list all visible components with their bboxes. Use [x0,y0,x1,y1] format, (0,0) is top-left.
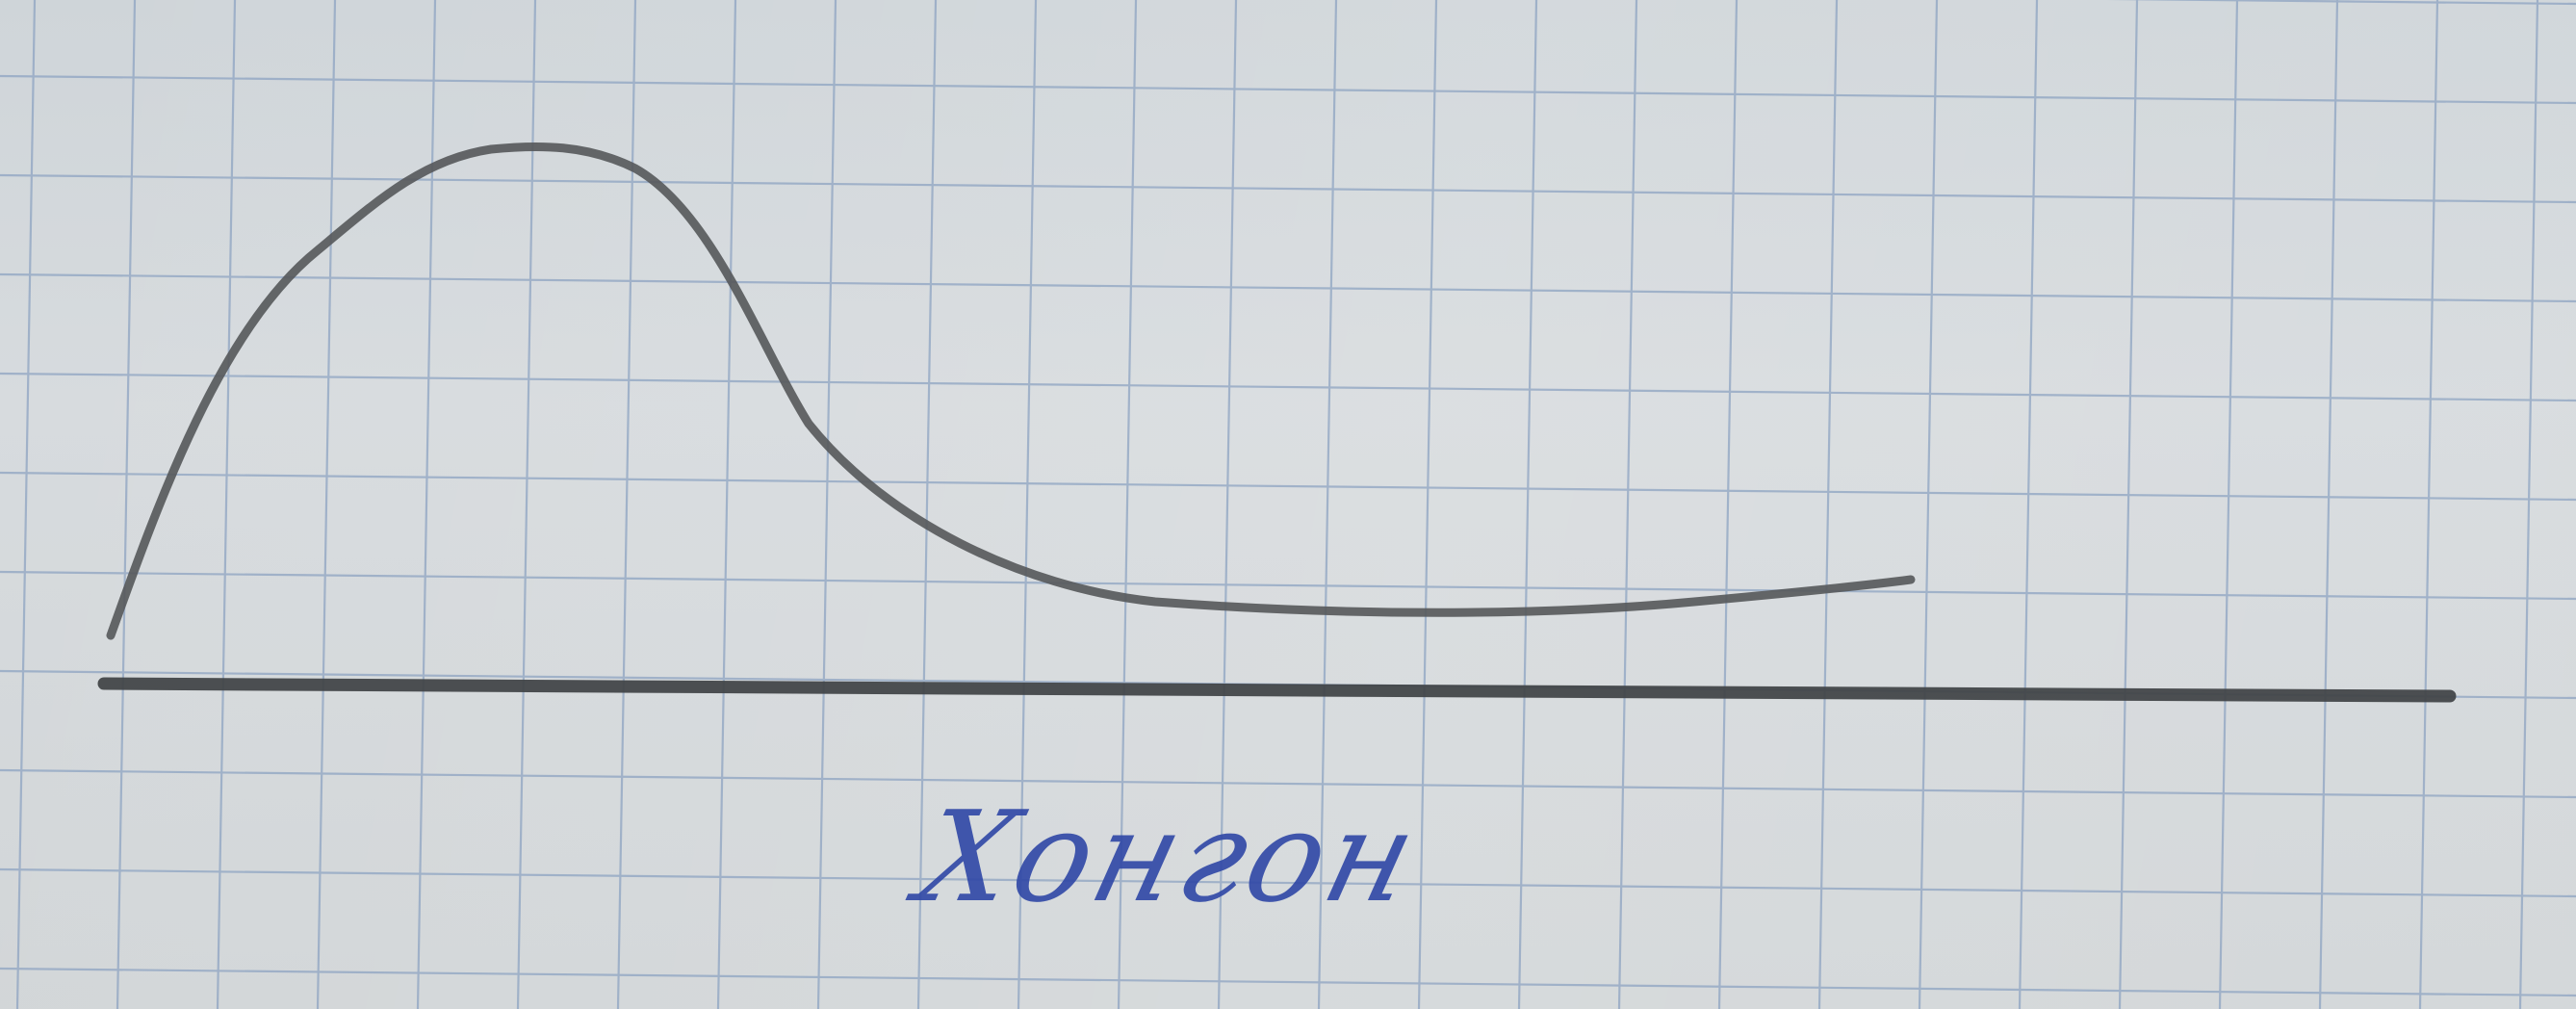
grid-line-horizontal [0,471,2576,502]
grid-line-vertical [2518,0,2539,1009]
grid-line-vertical [516,0,537,1009]
grid-line-vertical [1017,0,1038,1009]
grid-line-vertical [2118,0,2139,1009]
grid-line-vertical [716,0,737,1009]
grid-line-horizontal [0,867,2576,898]
grid-line-vertical [2318,0,2339,1009]
grid-line-horizontal [0,272,2576,303]
grid-line-vertical [2218,0,2239,1009]
pencil-baseline [97,677,2457,703]
grid-line-vertical [916,0,938,1009]
grid-line-horizontal [0,372,2576,402]
grid-line-vertical [1617,0,1638,1009]
grid-line-vertical [316,0,337,1009]
grid-line-vertical [1217,0,1238,1009]
grid-line-vertical [1717,0,1739,1009]
grid-line-vertical [2018,0,2039,1009]
grid-line-vertical [816,0,837,1009]
grid-line-horizontal [0,768,2576,799]
grid-line-vertical [15,0,37,1009]
grid-line-vertical [1117,0,1138,1009]
grid-line-horizontal [0,173,2576,204]
grid-line-vertical [1317,0,1338,1009]
grid-line-vertical [1417,0,1438,1009]
grid-line-vertical [1517,0,1538,1009]
grid-line-horizontal [0,74,2576,105]
grid-line-vertical [1817,0,1839,1009]
grid-line-horizontal [0,570,2576,601]
handwritten-caption: Хонгон [906,784,1433,930]
grid-line-vertical [216,0,237,1009]
pencil-curve [106,142,1916,640]
grid-line-vertical [2418,0,2439,1009]
grid-line-vertical [116,0,137,1009]
grid-line-vertical [1918,0,1939,1009]
grid-line-horizontal [0,967,2576,997]
